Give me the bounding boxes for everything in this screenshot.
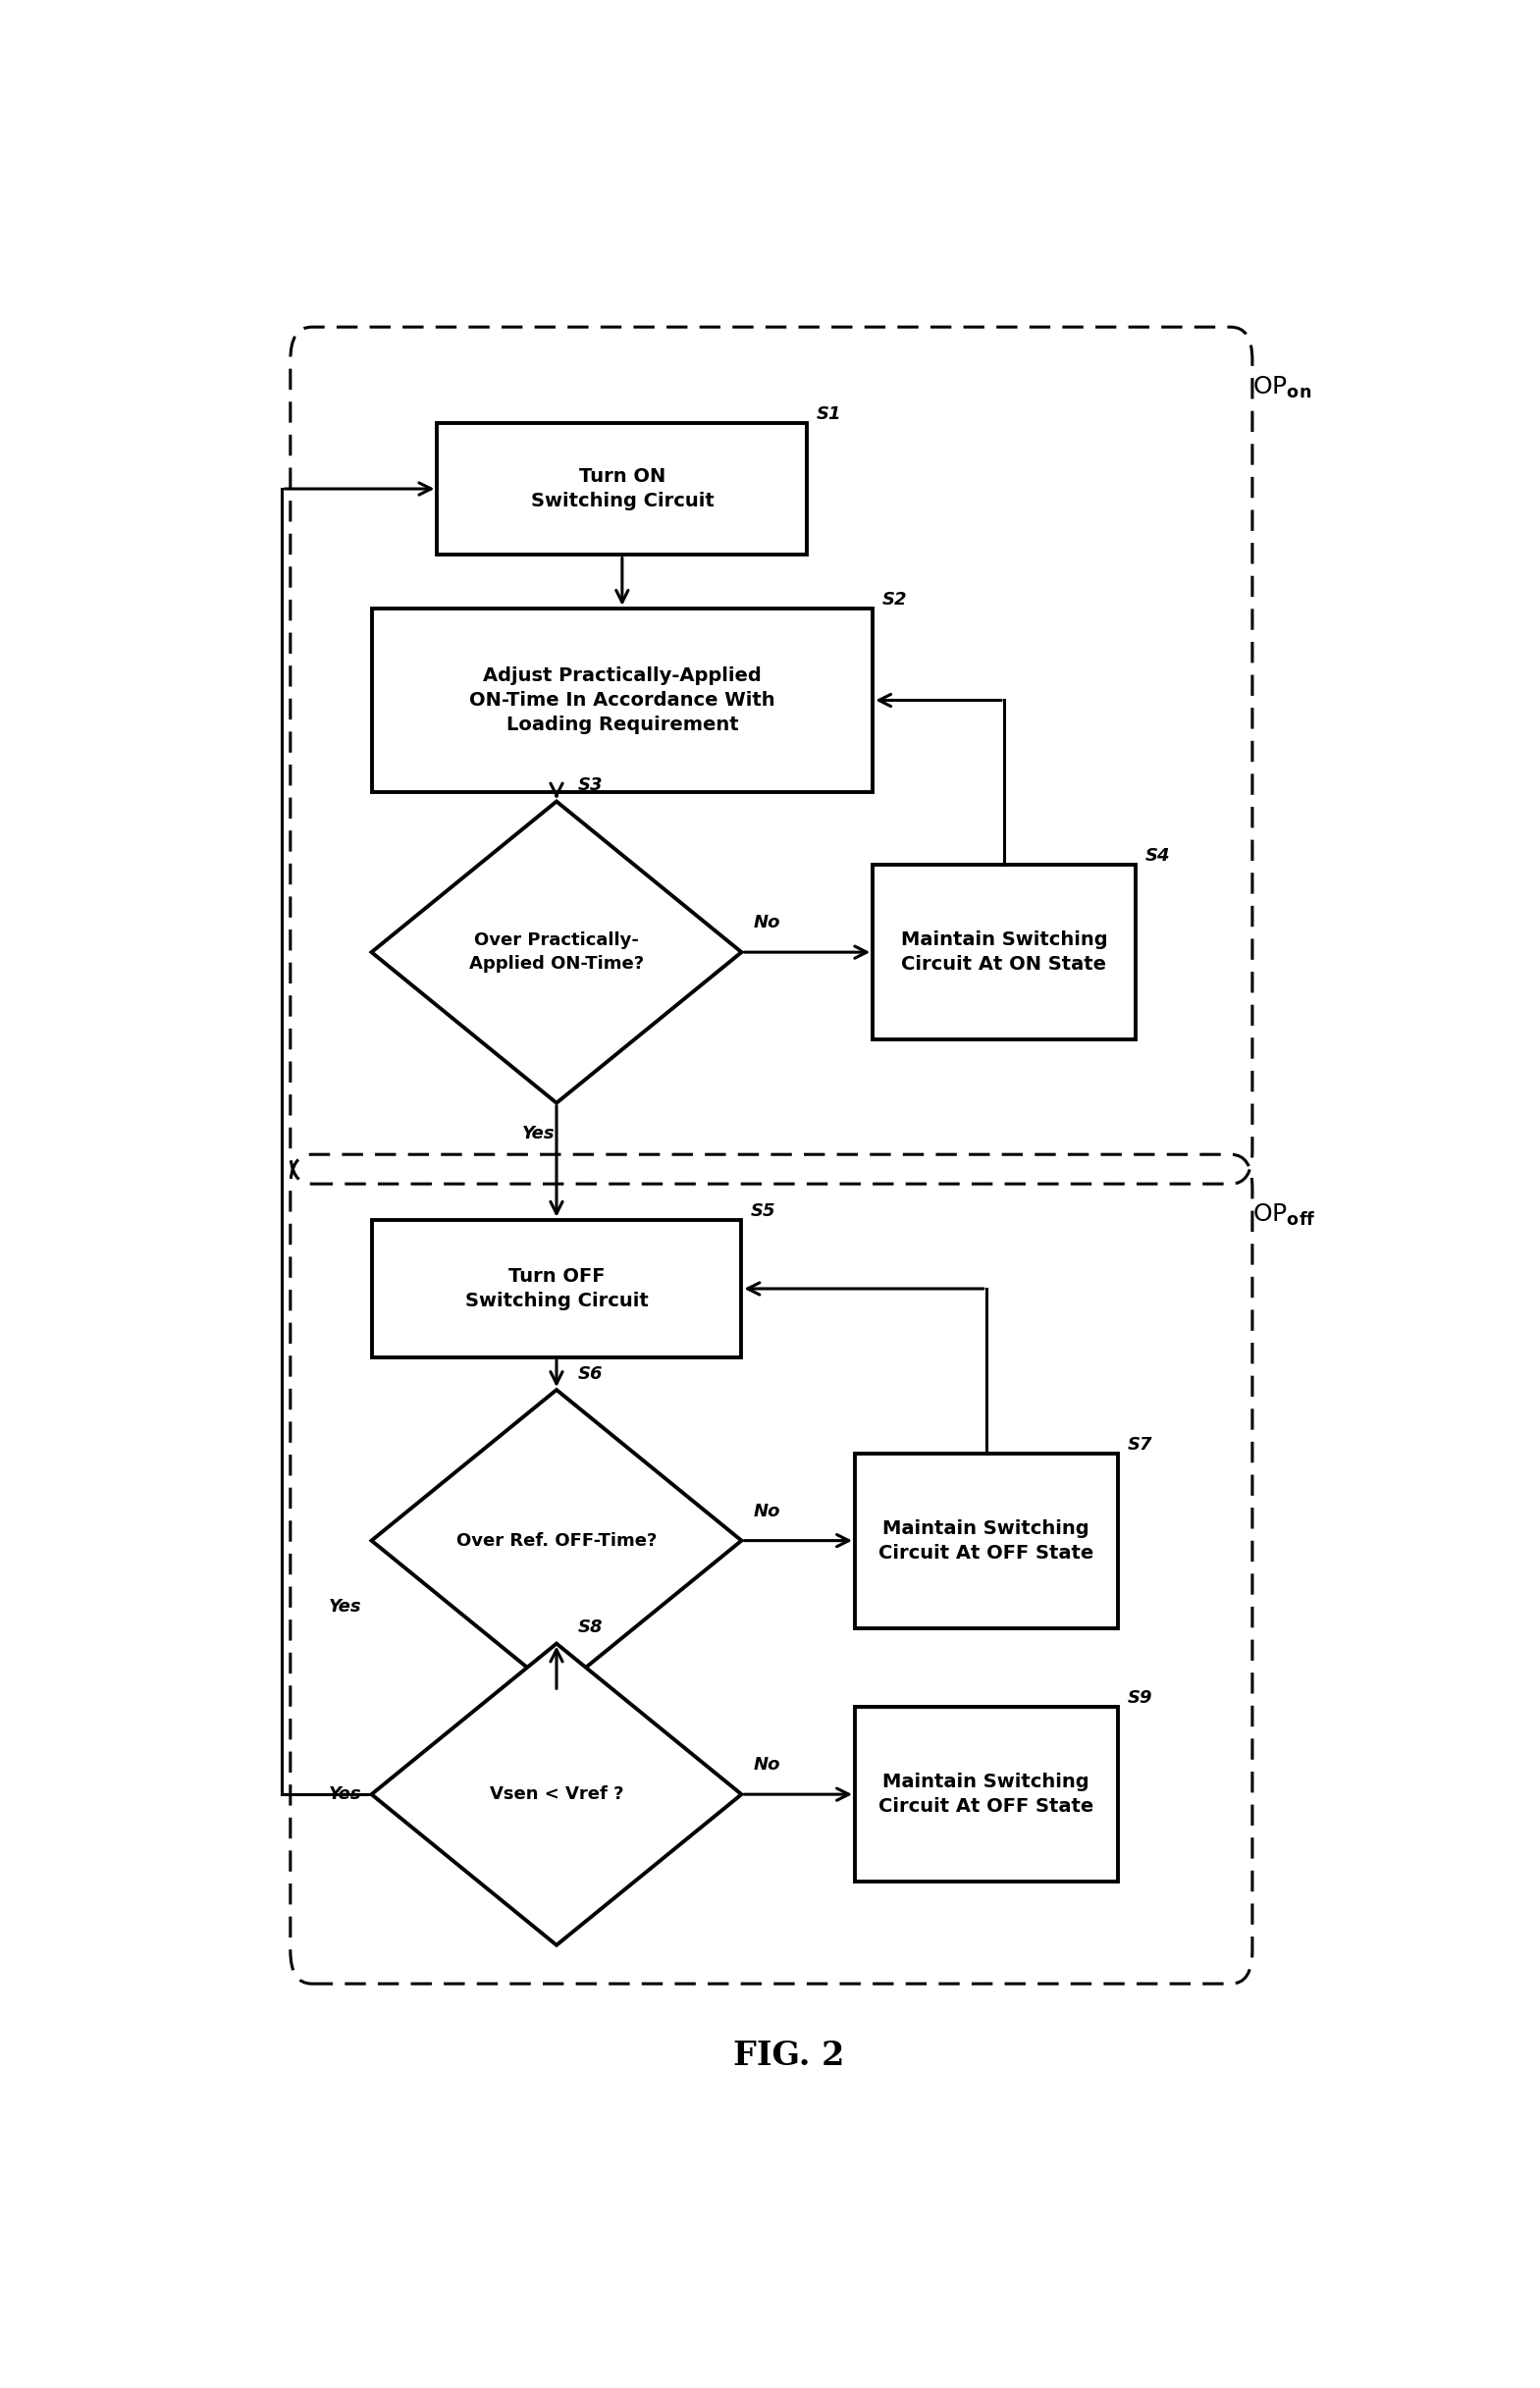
Text: S1: S1	[816, 406, 842, 423]
Text: No: No	[753, 1502, 781, 1521]
Text: Maintain Switching
Circuit At OFF State: Maintain Switching Circuit At OFF State	[879, 1519, 1093, 1562]
Text: Yes: Yes	[330, 1786, 362, 1803]
Text: Yes: Yes	[330, 1598, 362, 1617]
Text: Over Practically-
Applied ON-Time?: Over Practically- Applied ON-Time?	[470, 931, 644, 972]
Text: FIG. 2: FIG. 2	[733, 2039, 845, 2073]
Bar	[855, 1454, 1118, 1629]
Text: OP$_{\mathbf{off}}$: OP$_{\mathbf{off}}$	[1252, 1201, 1315, 1227]
Bar	[371, 609, 873, 793]
Text: Maintain Switching
Circuit At OFF State: Maintain Switching Circuit At OFF State	[879, 1772, 1093, 1815]
Text: Adjust Practically-Applied
ON-Time In Accordance With
Loading Requirement: Adjust Practically-Applied ON-Time In Ac…	[470, 666, 775, 733]
Text: S6: S6	[578, 1366, 604, 1383]
Text: No: No	[753, 1755, 781, 1774]
Text: Maintain Switching
Circuit At ON State: Maintain Switching Circuit At ON State	[901, 931, 1107, 974]
Text: S9: S9	[1127, 1688, 1152, 1707]
Text: Turn OFF
Switching Circuit: Turn OFF Switching Circuit	[465, 1268, 648, 1311]
Text: OP$_{\mathbf{on}}$: OP$_{\mathbf{on}}$	[1252, 375, 1312, 401]
Text: No: No	[753, 915, 781, 931]
Text: S5: S5	[752, 1201, 776, 1220]
Polygon shape	[371, 802, 742, 1103]
Text: Turn ON
Switching Circuit: Turn ON Switching Circuit	[530, 468, 715, 511]
Text: S7: S7	[1127, 1435, 1152, 1454]
Text: S8: S8	[578, 1619, 604, 1636]
Polygon shape	[371, 1643, 742, 1946]
Text: Yes: Yes	[522, 1125, 554, 1144]
Text: Vsen < Vref ?: Vsen < Vref ?	[490, 1786, 624, 1803]
Bar	[873, 864, 1135, 1039]
Polygon shape	[371, 1390, 742, 1691]
Text: Over Ref. OFF-Time?: Over Ref. OFF-Time?	[456, 1531, 658, 1550]
Text: S4: S4	[1144, 848, 1170, 864]
Bar	[371, 1220, 742, 1359]
Text: S2: S2	[882, 590, 907, 609]
Bar	[855, 1707, 1118, 1882]
Bar	[437, 423, 807, 554]
Text: S3: S3	[578, 776, 604, 795]
